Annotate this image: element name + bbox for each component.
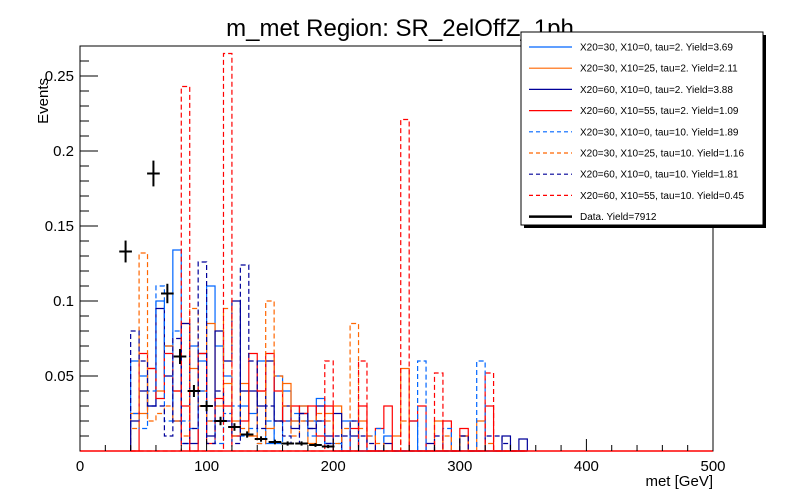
legend-label: X20=60, X10=55, tau=2. Yield=1.09 <box>580 106 739 117</box>
y-tick-label: 0.15 <box>45 218 74 235</box>
x-tick-label: 100 <box>194 458 219 475</box>
data-point <box>187 385 201 397</box>
y-tick-label: 0.25 <box>45 68 74 85</box>
legend-label: X20=30, X10=0, tau=2. Yield=3.69 <box>580 43 733 54</box>
data-point <box>268 439 282 445</box>
legend-label: X20=60, X10=55, tau=10. Yield=0.45 <box>580 191 744 202</box>
x-tick-label: 0 <box>76 458 84 475</box>
data-point <box>214 416 227 426</box>
data-point <box>147 160 160 187</box>
x-axis-label: met [GeV] <box>645 473 713 490</box>
x-tick-label: 400 <box>574 458 599 475</box>
y-tick-label: 0.2 <box>53 143 74 160</box>
legend-label: X20=60, X10=0, tau=10. Yield=1.81 <box>580 170 739 181</box>
data-point <box>200 400 213 412</box>
x-tick-label: 500 <box>700 458 725 475</box>
data-point <box>309 443 322 447</box>
axes: 0 100 200 300 400 500 0.05 0.1 0.15 0.2 0.25 <box>45 45 726 475</box>
legend-label: X20=30, X10=25, tau=2. Yield=2.11 <box>580 64 738 75</box>
data-point <box>254 436 268 442</box>
chart-title: m_met Region: SR_2elOffZ_1ph <box>226 15 574 42</box>
data-point <box>173 348 187 365</box>
legend: X20=30, X10=0, tau=2. Yield=3.69 X20=30, … <box>520 31 766 228</box>
data-point <box>161 283 174 304</box>
data-point <box>228 423 241 431</box>
y-tick-label: 0.05 <box>45 368 74 385</box>
legend-label: X20=30, X10=0, tau=10. Yield=1.89 <box>580 127 739 138</box>
x-tick-label: 200 <box>321 458 346 475</box>
data-point <box>295 441 308 446</box>
legend-box <box>520 31 764 226</box>
x-tick-label: 300 <box>447 458 472 475</box>
legend-label: X20=30, X10=25, tau=10. Yield=1.16 <box>580 149 744 160</box>
y-tick-label: 0.1 <box>53 293 74 310</box>
legend-label: X20=60, X10=0, tau=2. Yield=3.88 <box>580 85 733 96</box>
y-axis-label: Events <box>35 78 52 124</box>
plot-area <box>119 52 528 452</box>
data-point <box>240 431 254 438</box>
data-point <box>119 240 132 263</box>
data-point <box>281 441 294 446</box>
data-point <box>321 444 335 449</box>
legend-label: Data. Yield=7912 <box>580 212 657 223</box>
